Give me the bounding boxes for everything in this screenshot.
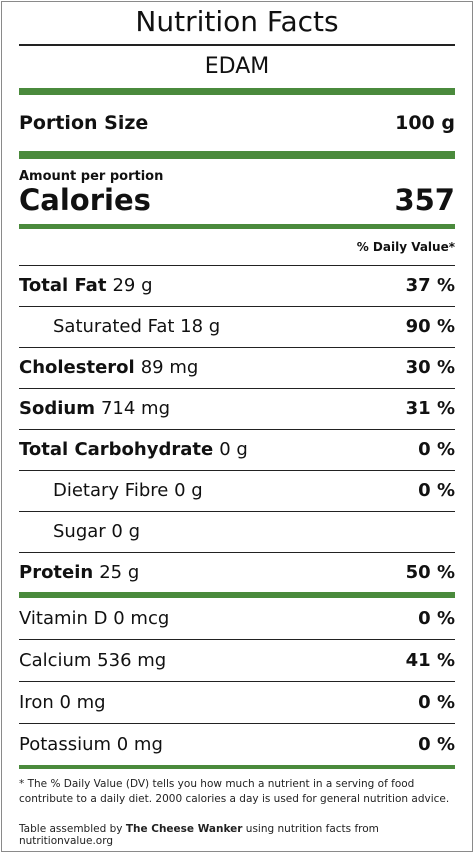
nutrient-row: Total Carbohydrate 0 g 0 %: [19, 428, 455, 470]
vitamin-row: Potassium 0 mg 0 %: [19, 722, 455, 765]
green-divider-calories: [19, 223, 455, 229]
nutrient-label: Total Fat 29 g: [19, 275, 153, 296]
vitamin-daily-value: 0 %: [418, 691, 455, 713]
nutrient-row: Total Fat 29 g 37 %: [19, 264, 455, 306]
green-divider-portion: [19, 150, 455, 159]
nutrient-daily-value: 30 %: [405, 357, 455, 378]
label-content: Nutrition Facts EDAM Portion Size 100 g …: [19, 2, 455, 847]
nutrient-daily-value: 37 %: [405, 275, 455, 296]
vitamin-name: Vitamin D 0 mcg: [19, 607, 170, 629]
green-divider-bottom: [19, 764, 455, 769]
nutrient-label: Protein 25 g: [19, 562, 139, 583]
nutrient-name: Total Carbohydrate: [19, 439, 214, 460]
calories-row: Calories 357: [19, 183, 455, 217]
nutrient-label: Sodium 714 mg: [19, 398, 170, 419]
portion-row: Portion Size 100 g: [19, 95, 455, 151]
nutrient-label: Total Carbohydrate 0 g: [19, 439, 248, 460]
nutrient-name: Dietary Fibre 0 g: [53, 480, 203, 501]
nutrient-amount: 29 g: [112, 275, 153, 296]
nutrient-row: Cholesterol 89 mg 30 %: [19, 346, 455, 388]
title-divider: [19, 44, 455, 46]
vitamin-daily-value: 0 %: [418, 607, 455, 629]
vitamin-name: Calcium 536 mg: [19, 649, 167, 671]
calories-value: 357: [394, 182, 455, 217]
nutrient-label: Saturated Fat 18 g: [19, 316, 226, 337]
nutrient-name: Protein: [19, 562, 94, 583]
vitamin-name: Iron 0 mg: [19, 691, 106, 713]
nutrient-daily-value: 90 %: [405, 316, 455, 337]
nutrient-label: Cholesterol 89 mg: [19, 357, 198, 378]
nutrient-name: Total Fat: [19, 275, 107, 296]
credit-line: Table assembled by The Cheese Wanker usi…: [19, 807, 455, 847]
nutrient-name: Cholesterol: [19, 357, 135, 378]
nutrient-row: Dietary Fibre 0 g 0 %: [19, 469, 455, 511]
nutrient-amount: 25 g: [99, 562, 140, 583]
daily-value-header: % Daily Value*: [356, 239, 455, 254]
green-divider-top: [19, 87, 455, 95]
nutrient-name: Sugar 0 g: [53, 521, 141, 542]
nutrient-amount: 0 g: [219, 439, 248, 460]
daily-value-footnote: * The % Daily Value (DV) tells you how m…: [19, 777, 450, 805]
vitamin-name: Potassium 0 mg: [19, 733, 163, 755]
nutrient-label: Dietary Fibre 0 g: [19, 480, 209, 501]
nutrient-daily-value: 0 %: [418, 439, 455, 460]
nutrient-row: Protein 25 g 50 %: [19, 551, 455, 593]
nutrient-row: Saturated Fat 18 g 90 %: [19, 305, 455, 347]
credit-suffix: using nutrition facts from nutritionvalu…: [19, 822, 379, 847]
nutrient-amount: 714 mg: [100, 398, 171, 419]
nutrient-row: Sugar 0 g: [19, 510, 455, 552]
vitamin-row: Vitamin D 0 mcg 0 %: [19, 598, 455, 639]
nutrient-label: Sugar 0 g: [19, 521, 146, 542]
nutrient-name: Sodium: [19, 398, 95, 419]
amount-per-portion: Amount per portion: [19, 168, 164, 184]
nutrient-row: Sodium 714 mg 31 %: [19, 387, 455, 429]
vitamin-daily-value: 41 %: [405, 649, 455, 671]
vitamin-daily-value: 0 %: [418, 733, 455, 755]
credit-author: The Cheese Wanker: [125, 822, 243, 835]
nutrient-daily-value: 0 %: [418, 480, 455, 501]
vitamin-list: Vitamin D 0 mcg 0 % Calcium 536 mg 41 % Iron…: [19, 598, 455, 765]
portion-value: 100 g: [395, 111, 455, 134]
vitamin-row: Calcium 536 mg 41 %: [19, 638, 455, 681]
green-divider-vitamins: [19, 591, 455, 598]
credit-prefix: Table assembled by: [19, 822, 126, 835]
nutrient-list: Total Fat 29 g 37 % Saturated Fat 18 g 90 % C…: [19, 264, 455, 593]
product-name: EDAM: [204, 53, 270, 79]
nutrient-name: Saturated Fat 18 g: [53, 316, 221, 337]
nutrient-daily-value: 50 %: [405, 562, 455, 583]
calories-label: Calories: [19, 182, 151, 217]
portion-label: Portion Size: [19, 111, 149, 134]
vitamin-row: Iron 0 mg 0 %: [19, 680, 455, 723]
nutrient-amount: 89 mg: [140, 357, 199, 378]
nutrient-daily-value: 31 %: [405, 398, 455, 419]
label-title: Nutrition Facts: [135, 5, 339, 38]
